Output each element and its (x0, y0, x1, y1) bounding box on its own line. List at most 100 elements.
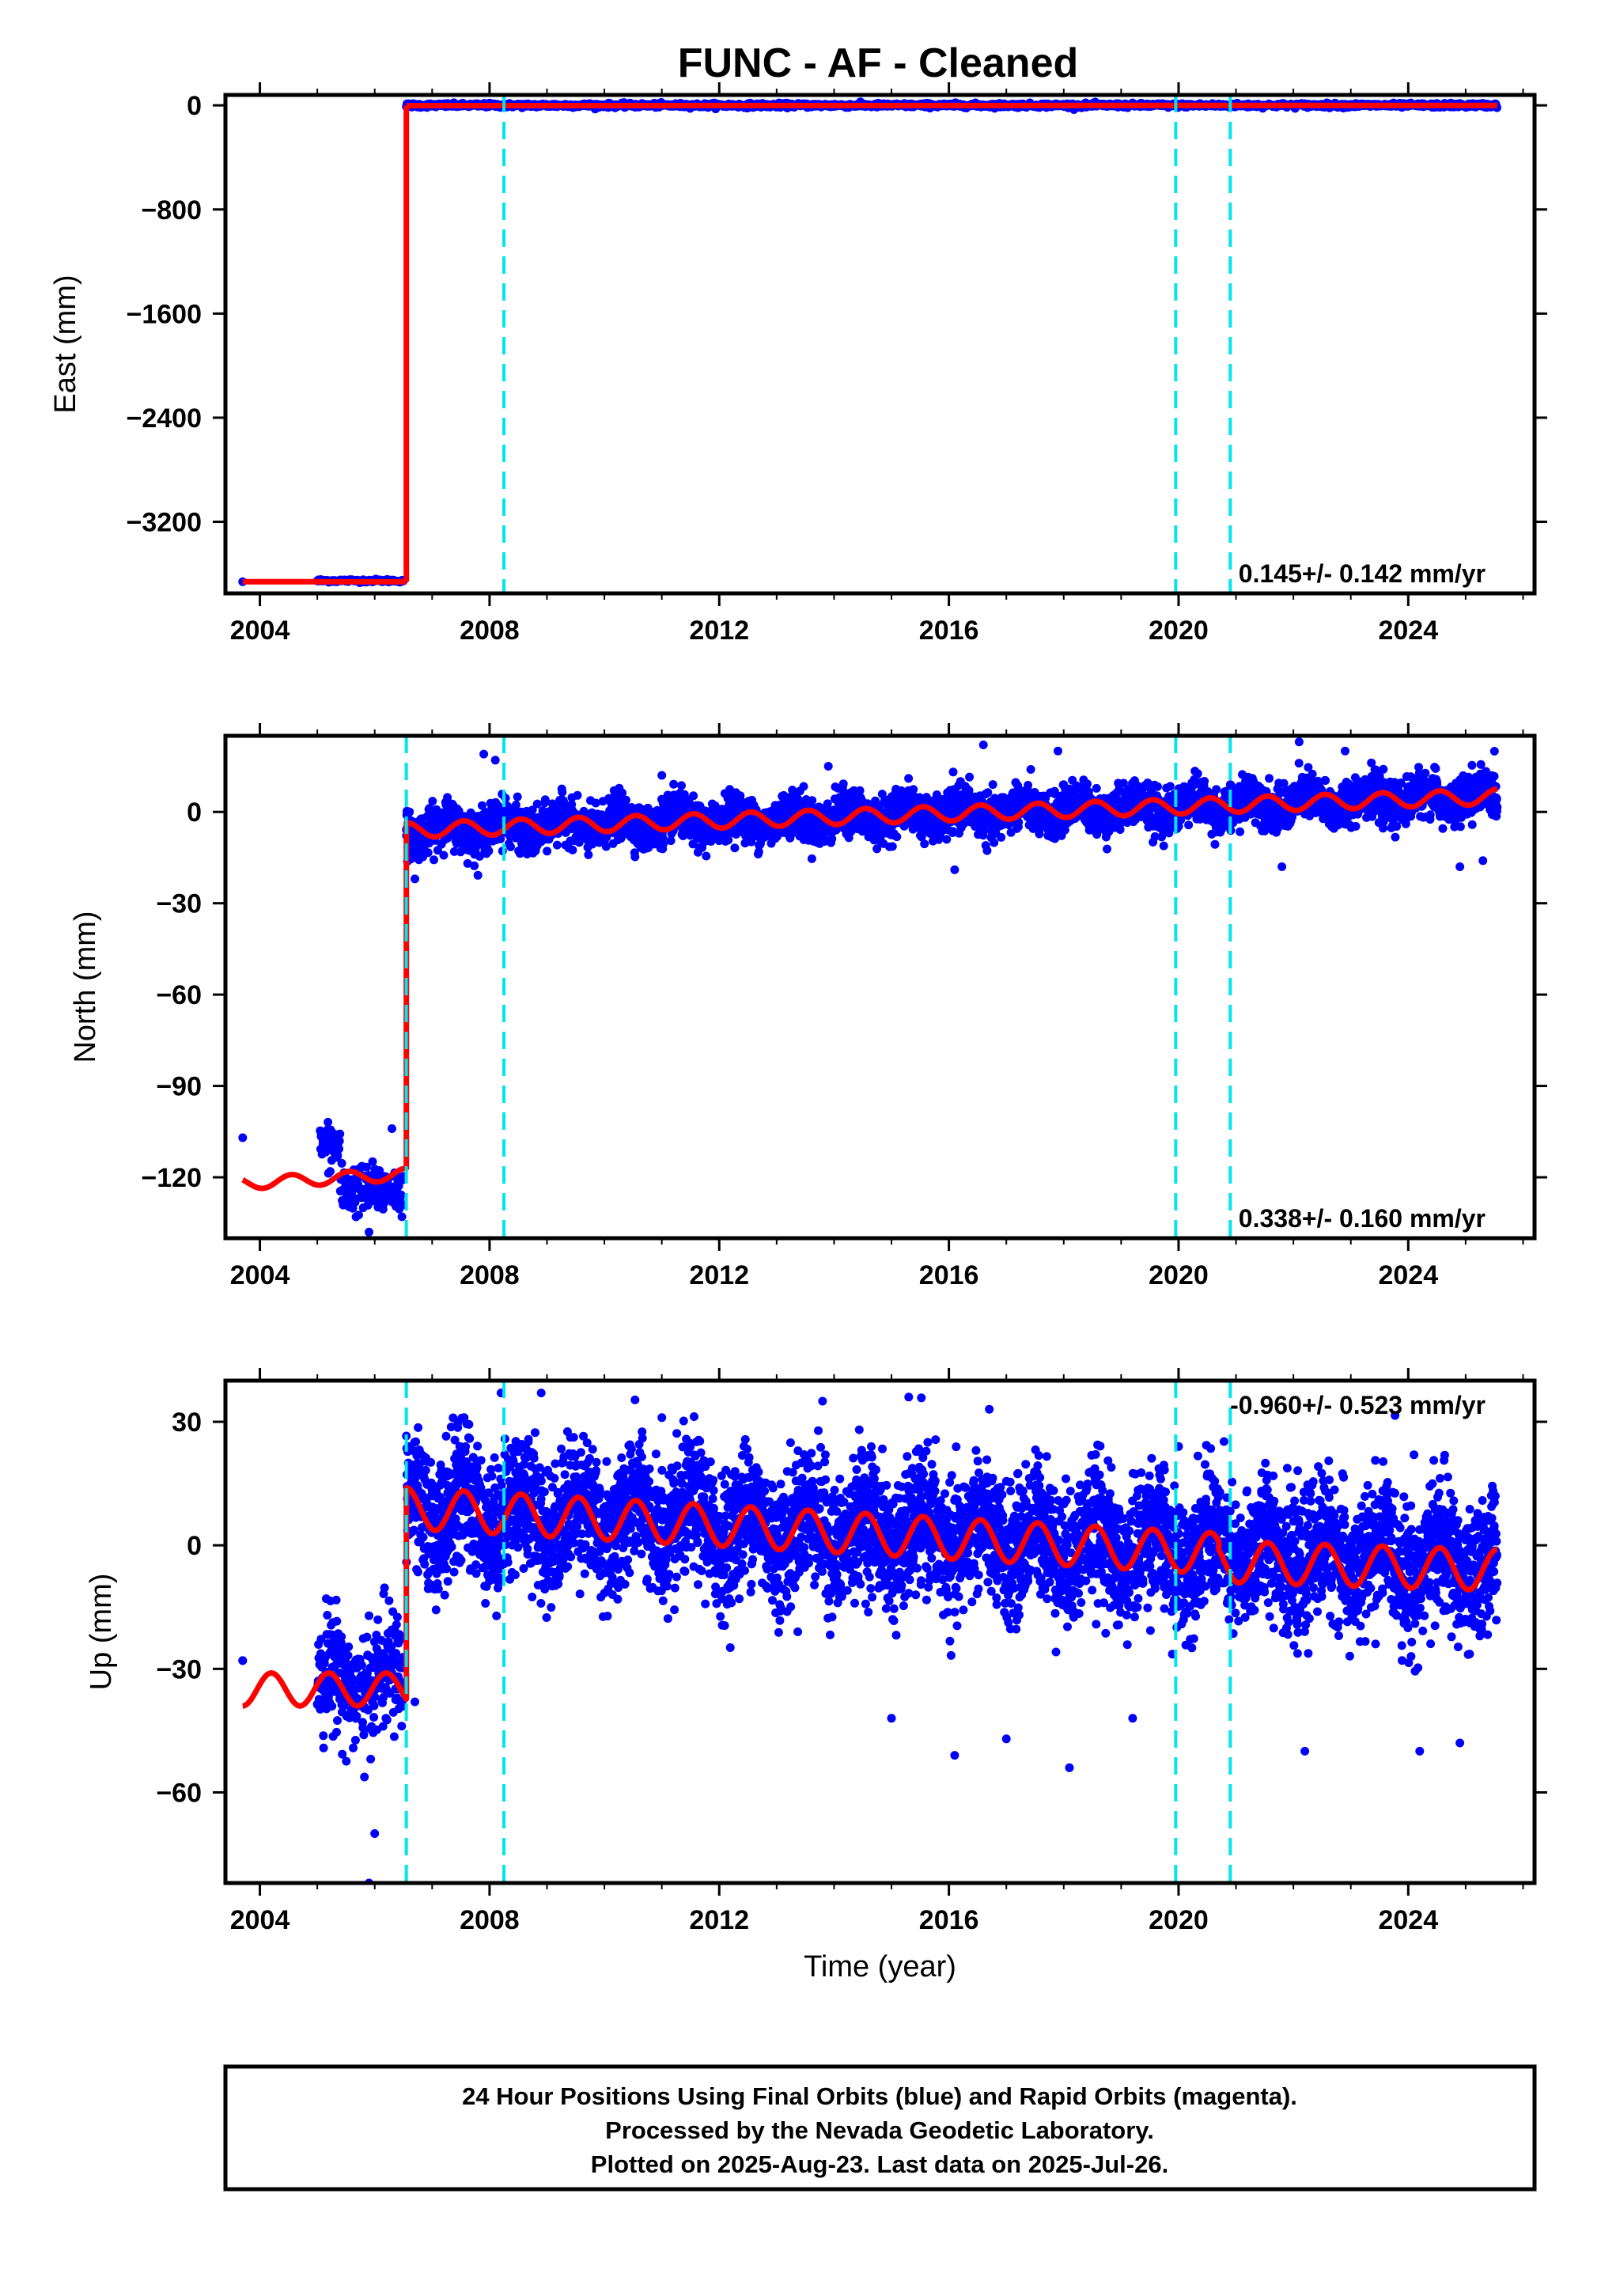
data-point (335, 1144, 344, 1154)
y-tick-label: −800 (141, 195, 202, 225)
data-point (368, 1157, 377, 1166)
data-point (511, 800, 520, 809)
data-point (484, 847, 494, 855)
velocity-rate-label: 0.145+/- 0.142 mm/yr (1239, 559, 1486, 588)
data-point (983, 788, 993, 798)
data-point (238, 1133, 248, 1142)
plot-area (238, 97, 1501, 587)
data-point (335, 1136, 344, 1146)
axes-frame (223, 93, 1537, 596)
x-tick-label: 2004 (230, 616, 290, 646)
data-point (724, 835, 733, 845)
data-point (430, 855, 438, 865)
data-point (799, 782, 808, 791)
x-tick-label: 2016 (919, 616, 979, 646)
data-point (333, 1150, 343, 1160)
y-tick-label: 0 (187, 91, 202, 121)
data-point (669, 779, 679, 789)
data-point (1026, 765, 1035, 774)
data-point (361, 1162, 371, 1172)
data-point (470, 861, 479, 870)
data-point (439, 851, 449, 860)
data-point (396, 1190, 406, 1199)
data-point (990, 838, 999, 847)
data-point (807, 854, 816, 863)
data-points (238, 737, 1502, 1237)
data-point (365, 1227, 373, 1237)
data-point (473, 870, 483, 880)
data-point (532, 799, 542, 809)
data-point (618, 788, 627, 798)
data-point (988, 780, 997, 790)
data-point (552, 840, 562, 850)
data-point (892, 832, 902, 842)
data-point (423, 848, 433, 858)
data-point (888, 842, 897, 851)
data-point (838, 779, 848, 789)
data-point (528, 805, 537, 815)
y-tick-label: −2400 (127, 404, 202, 434)
data-point (666, 836, 676, 846)
data-point (543, 847, 552, 856)
data-point (1103, 844, 1111, 854)
x-tick-label: 2024 (1378, 616, 1438, 646)
data-points (238, 97, 1501, 587)
data-point (1092, 783, 1101, 793)
data-point (506, 842, 515, 851)
data-point (730, 843, 740, 853)
data-point (335, 1129, 345, 1139)
data-point (689, 791, 698, 801)
data-point (706, 837, 716, 846)
x-tick-label: 2012 (689, 616, 749, 646)
data-point (965, 772, 975, 782)
figure-title: FUNC - AF - Cleaned (678, 40, 1079, 86)
data-point (540, 795, 550, 805)
data-point (573, 790, 582, 800)
data-point (1035, 829, 1044, 839)
data-point (827, 834, 837, 843)
data-point (337, 1158, 346, 1168)
y-tick-label: −3200 (127, 508, 202, 538)
data-point (513, 792, 522, 801)
data-point (982, 846, 992, 855)
data-point (452, 839, 461, 848)
data-point (397, 1212, 407, 1222)
data-point (475, 851, 485, 861)
data-point (449, 847, 459, 856)
x-tick-label: 2008 (460, 616, 520, 646)
x-tick-label: 2020 (1149, 616, 1209, 646)
data-point (478, 801, 486, 810)
data-point (948, 767, 958, 777)
data-point (622, 795, 630, 805)
data-point (920, 839, 929, 849)
data-point (591, 798, 600, 808)
data-point (630, 852, 640, 862)
data-point (324, 1117, 333, 1127)
data-point (904, 774, 914, 783)
data-point (584, 850, 593, 859)
plot-area (238, 737, 1502, 1237)
data-point (388, 1124, 396, 1133)
data-point (808, 796, 817, 805)
data-point (823, 799, 832, 809)
data-point (326, 1167, 335, 1176)
data-point (702, 851, 711, 861)
data-point (428, 797, 437, 806)
data-point (942, 835, 952, 844)
data-point (659, 839, 668, 849)
data-point (350, 1198, 360, 1207)
data-point (677, 781, 686, 790)
data-point (558, 787, 567, 797)
y-axis-label: East (mm) (49, 275, 82, 413)
data-point (601, 842, 611, 851)
data-point (515, 849, 524, 858)
data-point (909, 785, 918, 794)
y-tick-label: −1600 (127, 299, 202, 329)
north-panel: 2004 2008 2012 2016 2020 20240−30−60−90−120No… (69, 723, 1547, 1290)
data-point (997, 832, 1006, 842)
data-point (354, 1211, 363, 1220)
data-point (463, 858, 472, 868)
east-panel: 2004 2008 2012 2016 2020 2024 0 −800 −1600 −2400 −… (49, 82, 1547, 646)
data-point (466, 808, 475, 817)
